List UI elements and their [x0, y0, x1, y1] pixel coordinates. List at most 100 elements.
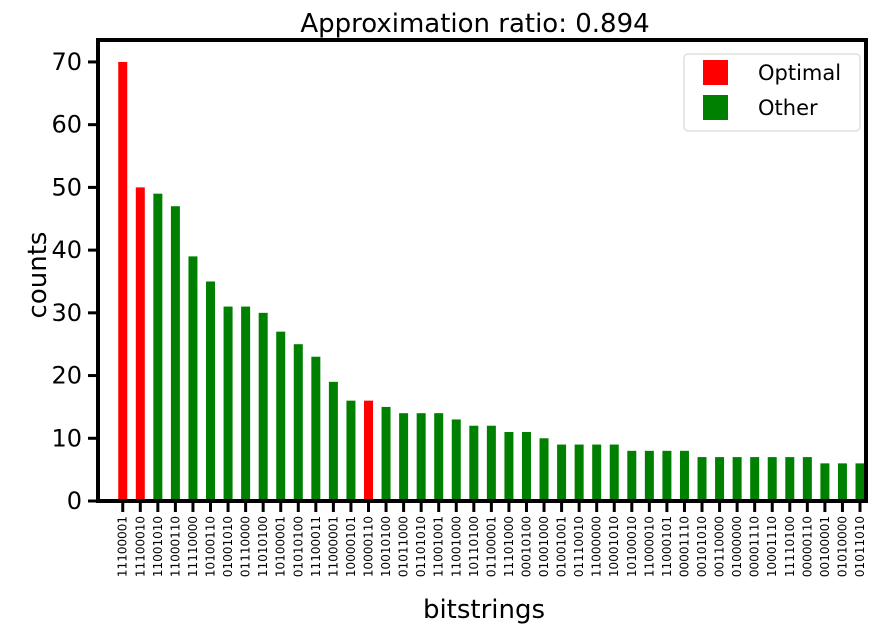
x-tick-label: 00010100 — [519, 516, 533, 577]
bar-other — [434, 413, 444, 499]
bar-other — [855, 463, 865, 499]
x-tick-label: 00100001 — [818, 516, 832, 577]
bar-other — [399, 413, 409, 499]
bar-other — [258, 312, 268, 499]
bar-other — [820, 463, 830, 499]
x-tick-label: 01001000 — [537, 516, 551, 577]
x-ticks-group: 11100001 11100010 11001010 11000110 11110000… — [116, 501, 867, 577]
plot-frame — [96, 38, 868, 503]
bar-other — [469, 425, 479, 499]
x-tick-label: 11000110 — [168, 516, 182, 577]
x-axis-label: bitstrings — [423, 595, 545, 625]
x-tick-label: 01110010 — [572, 516, 586, 577]
bar-other — [416, 413, 426, 499]
bar-other — [311, 356, 321, 499]
bar-optimal — [135, 187, 145, 499]
x-tick-label: 11100010 — [133, 516, 147, 577]
x-tick-label: 10001010 — [607, 516, 621, 577]
x-tick-label: 11110100 — [783, 516, 797, 577]
x-tick-label: 01011010 — [853, 516, 867, 577]
x-tick-label: 11010100 — [256, 516, 270, 577]
bar-other — [521, 432, 531, 499]
bar-other — [697, 457, 707, 499]
y-ticks-group: 0 10 20 30 40 50 60 70 — [51, 48, 98, 515]
x-tick-label: 01100001 — [484, 516, 498, 577]
bar-other — [328, 381, 338, 499]
x-tick-label: 11101000 — [502, 516, 516, 577]
x-tick-label: 11000001 — [326, 516, 340, 577]
legend-optimal-swatch — [703, 60, 728, 85]
bar-other — [644, 450, 654, 499]
x-tick-label: 10110100 — [467, 516, 481, 577]
bar-other — [241, 306, 251, 499]
bar-other — [609, 444, 619, 499]
x-tick-label: 11001001 — [432, 516, 446, 577]
x-tick-label: 01001001 — [555, 516, 569, 577]
x-tick-label: 11110000 — [186, 516, 200, 577]
legend-optimal-label: Optimal — [758, 61, 841, 85]
x-tick-label: 10001110 — [765, 516, 779, 577]
bar-other — [767, 457, 777, 499]
x-tick-label: 01001010 — [221, 516, 235, 577]
y-tick-label: 10 — [51, 424, 82, 452]
x-tick-label: 10000101 — [344, 516, 358, 577]
bar-other — [679, 450, 689, 499]
legend: Optimal Other — [683, 53, 861, 132]
bar-other — [451, 419, 461, 499]
x-tick-label: 11001000 — [449, 516, 463, 577]
bar-other — [504, 432, 514, 499]
bar-other — [381, 406, 391, 499]
x-tick-label: 01010000 — [835, 516, 849, 577]
x-tick-label: 01010100 — [291, 516, 305, 577]
bar-other — [592, 444, 602, 499]
bar-other — [153, 193, 163, 499]
bar-other — [206, 281, 216, 499]
bar-other — [715, 457, 725, 499]
x-tick-label: 11001010 — [151, 516, 165, 577]
bar-optimal — [363, 400, 373, 499]
bar-other — [662, 450, 672, 499]
x-tick-label: 11100001 — [116, 516, 130, 577]
y-axis-label: counts — [23, 232, 53, 319]
y-tick-label: 70 — [51, 48, 82, 76]
bar-other — [837, 463, 847, 499]
y-tick-label: 50 — [51, 173, 82, 201]
bar-other — [785, 457, 795, 499]
chart-title: Approximation ratio: 0.894 — [300, 9, 649, 39]
y-tick-label: 20 — [51, 362, 82, 390]
bar-other — [276, 331, 286, 499]
x-tick-label: 01101010 — [414, 516, 428, 577]
x-tick-label: 00001110 — [677, 516, 691, 577]
bar-other — [802, 457, 812, 499]
x-tick-label: 10100010 — [625, 516, 639, 577]
bar-other — [346, 400, 356, 499]
bars-group — [118, 61, 865, 500]
x-tick-label: 11000010 — [642, 516, 656, 577]
bar-other — [750, 457, 760, 499]
y-tick-label: 0 — [67, 487, 82, 515]
y-tick-label: 60 — [51, 111, 82, 139]
x-tick-label: 10100001 — [274, 516, 288, 577]
y-tick-label: 40 — [51, 236, 82, 264]
x-tick-label: 10100110 — [204, 516, 218, 577]
bar-other — [223, 306, 233, 499]
bar-other — [732, 457, 742, 499]
x-tick-label: 00001110 — [748, 516, 762, 577]
bar-other — [170, 206, 180, 500]
legend-other-label: Other — [758, 96, 818, 120]
y-tick-label: 30 — [51, 299, 82, 327]
bar-other — [574, 444, 584, 499]
x-tick-label: 11100011 — [309, 516, 323, 577]
x-tick-label: 00101010 — [695, 516, 709, 577]
bar-other — [627, 450, 637, 499]
bar-optimal — [118, 61, 128, 499]
x-tick-label: 00000110 — [800, 516, 814, 577]
x-tick-label: 01000000 — [730, 516, 744, 577]
bar-other — [539, 438, 549, 499]
bar-other — [557, 444, 567, 499]
x-tick-label: 10000110 — [361, 516, 375, 577]
x-tick-label: 01011000 — [397, 516, 411, 577]
x-tick-label: 11000101 — [660, 516, 674, 577]
x-tick-label: 11000000 — [590, 516, 604, 577]
